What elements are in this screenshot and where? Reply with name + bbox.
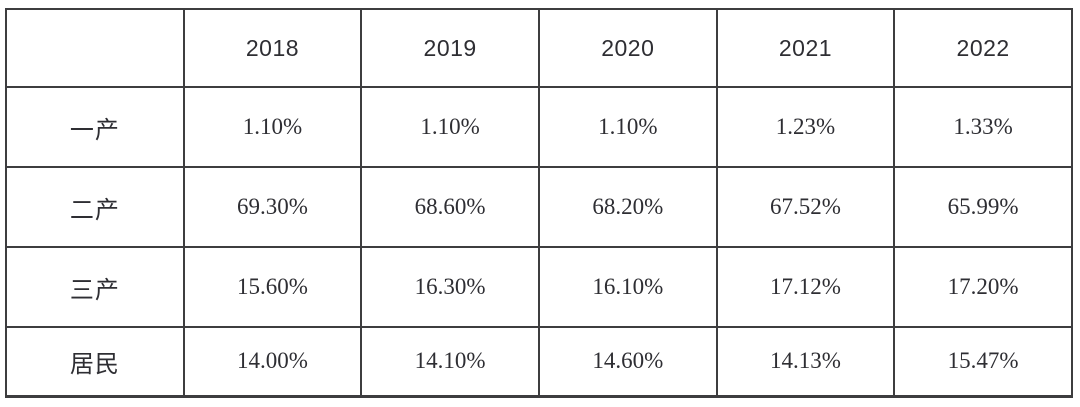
corner-cell: [5, 8, 185, 88]
yearly-percentage-table: 2018 2019 2020 2021 2022 一产 1.10% 1.10% …: [5, 8, 1073, 398]
table-cell: 1.10%: [360, 86, 540, 168]
table-cell: 17.12%: [715, 246, 896, 328]
row-label: 三产: [5, 246, 185, 328]
table-row-tertiary-industry: 三产 15.60% 16.30% 16.10% 17.12% 17.20%: [5, 246, 1073, 328]
row-label: 二产: [5, 166, 185, 248]
table-cell: 1.33%: [893, 86, 1073, 168]
row-label: 居民: [5, 326, 185, 397]
year-header-2020: 2020: [537, 8, 718, 88]
table-cell: 68.20%: [537, 166, 718, 248]
table-row-residents: 居民 14.00% 14.10% 14.60% 14.13% 15.47%: [5, 326, 1073, 397]
percentage-table-container: 2018 2019 2020 2021 2022 一产 1.10% 1.10% …: [5, 8, 1073, 398]
table-cell: 67.52%: [715, 166, 896, 248]
year-header-2018: 2018: [182, 8, 363, 88]
year-header-2021: 2021: [715, 8, 896, 88]
table-cell: 1.10%: [182, 86, 363, 168]
year-header-2022: 2022: [893, 8, 1073, 88]
table-cell: 16.10%: [537, 246, 718, 328]
table-cell: 17.20%: [893, 246, 1073, 328]
table-cell: 14.60%: [537, 326, 718, 397]
year-header-2019: 2019: [360, 8, 540, 88]
row-label: 一产: [5, 86, 185, 168]
table-cell: 16.30%: [360, 246, 540, 328]
table-row-primary-industry: 一产 1.10% 1.10% 1.10% 1.23% 1.33%: [5, 86, 1073, 168]
table-cell: 14.00%: [182, 326, 363, 397]
table-row-secondary-industry: 二产 69.30% 68.60% 68.20% 67.52% 65.99%: [5, 166, 1073, 248]
table-cell: 1.10%: [537, 86, 718, 168]
table-cell: 1.23%: [715, 86, 896, 168]
table-cell: 15.60%: [182, 246, 363, 328]
table-cell: 68.60%: [360, 166, 540, 248]
table-header-row: 2018 2019 2020 2021 2022: [5, 8, 1073, 88]
table-cell: 65.99%: [893, 166, 1073, 248]
table-cell: 14.10%: [360, 326, 540, 397]
table-cell: 15.47%: [893, 326, 1073, 397]
table-cell: 14.13%: [715, 326, 896, 397]
table-cell: 69.30%: [182, 166, 363, 248]
